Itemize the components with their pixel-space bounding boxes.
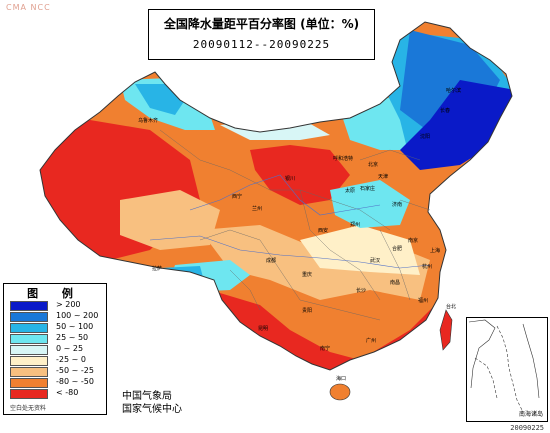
legend-swatch [10, 345, 48, 355]
legend-label: -80 ~ -50 [56, 377, 94, 386]
city-label: 贵阳 [302, 307, 312, 314]
city-label: 拉萨 [152, 265, 162, 272]
south-china-sea-inset: 南海诸岛 [466, 317, 548, 422]
city-label: 西安 [318, 227, 328, 234]
city-label: 杭州 [422, 263, 432, 270]
city-label: 石家庄 [360, 185, 375, 192]
city-label: 台北 [446, 303, 456, 310]
region-north-china-wet [330, 180, 410, 228]
inset-coastline [522, 323, 540, 399]
city-label: 成都 [266, 257, 276, 264]
watermark: CMA NCC [6, 3, 51, 12]
legend-label: -50 ~ -25 [56, 366, 94, 375]
city-label: 福州 [418, 297, 428, 304]
org-line-1: 中国气象局 [122, 391, 172, 402]
hainan-island [329, 383, 351, 401]
legend-label: 50 ~ 100 [56, 322, 94, 331]
legend: 图 例 > 200 100 ~ 200 50 ~ 100 25 ~ 50 0 ~… [3, 283, 107, 415]
legend-swatch [10, 367, 48, 377]
legend-swatch [10, 389, 48, 399]
city-label: 沈阳 [420, 133, 430, 140]
yangtze-river [149, 235, 431, 269]
city-label: 兰州 [252, 205, 262, 212]
legend-heading: 图 例 [27, 287, 83, 300]
city-label: 重庆 [302, 271, 312, 278]
legend-swatch [10, 312, 48, 322]
legend-swatch [10, 378, 48, 388]
city-label: 北京 [368, 161, 378, 168]
region-tibet-light [120, 190, 220, 250]
yellow-river [189, 174, 381, 216]
city-labels: 乌鲁木齐 哈尔滨 长春 沈阳 呼和浩特 北京 天津 石家庄 太原 银川 西宁 兰… [138, 87, 461, 382]
city-label: 天津 [378, 173, 388, 180]
city-label: 长沙 [356, 287, 366, 294]
issue-date: 20090225 [510, 424, 544, 432]
city-label: 郑州 [350, 221, 360, 228]
city-label: 海口 [336, 375, 346, 382]
city-label: 银川 [285, 175, 295, 182]
legend-label: 100 ~ 200 [56, 311, 99, 320]
province-boundaries [159, 129, 431, 321]
city-label: 乌鲁木齐 [138, 117, 158, 124]
legend-item: -25 ~ 0 [10, 355, 102, 367]
city-label: 南京 [408, 237, 418, 244]
legend-label: < -80 [56, 388, 79, 397]
legend-item: 25 ~ 50 [10, 333, 102, 345]
no-data-note: 空白处无资料 [10, 405, 47, 412]
city-label: 哈尔滨 [446, 87, 461, 94]
city-label: 上海 [430, 247, 440, 254]
region-central-near-normal [300, 225, 420, 275]
legend-label: -25 ~ 0 [56, 355, 86, 364]
city-label: 武汉 [370, 257, 380, 264]
legend-label: 0 ~ 25 [56, 344, 84, 353]
city-label: 昆明 [258, 326, 268, 332]
legend-swatch [10, 356, 48, 366]
legend-swatch [10, 334, 48, 344]
legend-item: 0 ~ 25 [10, 344, 102, 356]
city-label: 呼和浩特 [333, 155, 353, 162]
legend-item: > 200 [10, 300, 102, 312]
legend-swatch [10, 301, 48, 311]
inset-map [468, 319, 540, 413]
legend-item: -80 ~ -50 [10, 377, 102, 389]
legend-item: 50 ~ 100 [10, 322, 102, 334]
legend-label: 25 ~ 50 [56, 333, 89, 342]
city-label: 太原 [345, 187, 355, 194]
title-box: 全国降水量距平百分率图 (单位：%) 20090112--20090225 [148, 9, 375, 60]
inset-boundary [474, 357, 498, 399]
legend-item: 100 ~ 200 [10, 311, 102, 323]
city-label: 广州 [366, 337, 376, 344]
region-qinghai-very-wet [160, 266, 205, 292]
legend-item: < -80 [10, 388, 102, 400]
city-label: 南宁 [320, 345, 330, 352]
legend-item: -50 ~ -25 [10, 366, 102, 378]
date-range: 20090112--20090225 [192, 38, 331, 51]
city-label: 西宁 [232, 193, 242, 200]
inset-coastline [468, 319, 496, 389]
org-line-2: 国家气候中心 [122, 404, 182, 415]
city-label: 长春 [440, 107, 450, 114]
organization: 中国气象局 国家气候中心 [122, 390, 182, 416]
legend-label: > 200 [56, 300, 81, 309]
city-label: 南昌 [390, 279, 400, 286]
china-border [39, 21, 513, 371]
inset-label: 南海诸岛 [518, 411, 543, 418]
city-label: 济南 [392, 201, 402, 208]
taiwan-island [439, 309, 453, 351]
legend-swatch [10, 323, 48, 333]
inset-boundary [496, 325, 524, 413]
city-label: 合肥 [392, 245, 402, 252]
map-title: 全国降水量距平百分率图 (单位：%) [163, 17, 360, 31]
